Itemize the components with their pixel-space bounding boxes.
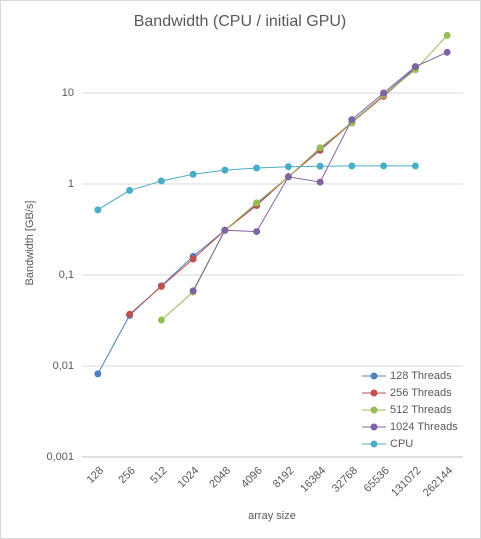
data-point: [157, 282, 165, 290]
legend-marker: [370, 406, 378, 414]
y-tick-label: 1: [68, 178, 74, 190]
data-point: [380, 89, 388, 97]
legend-marker: [370, 389, 378, 397]
data-point: [348, 116, 356, 124]
legend-marker: [370, 440, 378, 448]
data-point: [411, 63, 419, 71]
legend-label: CPU: [390, 438, 413, 450]
y-tick-label: 0,01: [53, 360, 74, 372]
data-point: [94, 370, 102, 378]
data-point: [348, 162, 356, 170]
data-point: [189, 170, 197, 178]
y-axis-title: Bandwidth [GB/s]: [24, 201, 36, 286]
data-point: [284, 173, 292, 181]
data-point: [253, 164, 261, 172]
data-point: [316, 178, 324, 186]
x-axis-title: array size: [248, 510, 296, 522]
legend-marker: [370, 372, 378, 380]
data-point: [253, 228, 261, 236]
data-point: [443, 48, 451, 56]
data-point: [221, 166, 229, 174]
legend-label: 256 Threads: [390, 387, 452, 399]
legend-label: 1024 Threads: [390, 421, 458, 433]
y-tick-label: 0,1: [59, 269, 74, 281]
data-point: [94, 206, 102, 214]
data-point: [189, 255, 197, 263]
data-point: [253, 199, 261, 207]
data-point: [443, 31, 451, 39]
data-point: [221, 226, 229, 234]
data-point: [316, 144, 324, 152]
y-tick-label: 10: [62, 87, 74, 99]
data-point: [157, 177, 165, 185]
data-point: [126, 186, 134, 194]
data-point: [411, 162, 419, 170]
data-point: [189, 287, 197, 295]
y-tick-label: 0,001: [46, 451, 74, 463]
data-point: [284, 163, 292, 171]
legend-label: 512 Threads: [390, 404, 452, 416]
data-point: [380, 162, 388, 170]
legend-label: 128 Threads: [390, 370, 452, 382]
chart-title: Bandwidth (CPU / initial GPU): [134, 13, 347, 30]
plot-area: [94, 31, 451, 378]
data-point: [316, 162, 324, 170]
data-point: [157, 316, 165, 324]
data-point: [126, 310, 134, 318]
legend-marker: [370, 423, 378, 431]
